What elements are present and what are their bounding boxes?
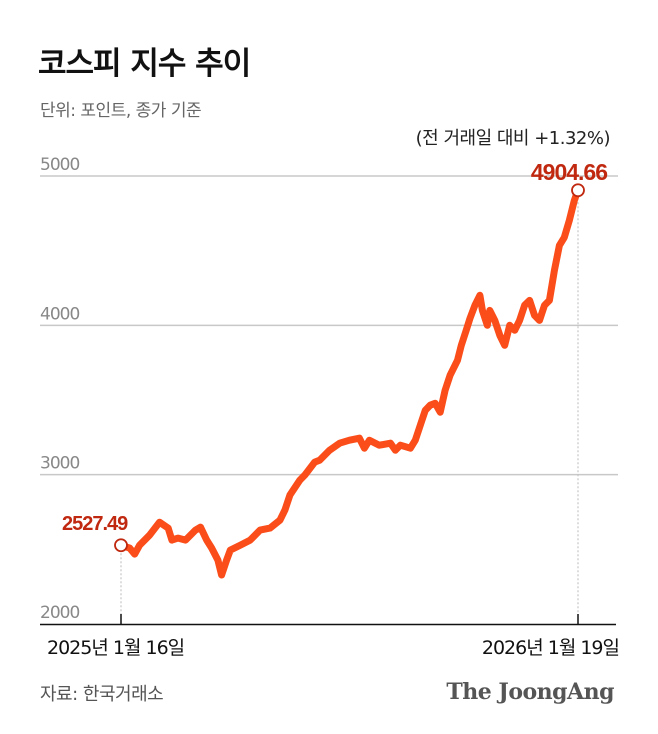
y-tick-label-5000: 5000 xyxy=(40,155,79,175)
kospi-series-line xyxy=(117,186,582,579)
source-label: 자료: 한국거래소 xyxy=(40,684,164,705)
x-tick-label-start: 2025년 1월 16일 xyxy=(47,637,184,659)
start-point-marker xyxy=(114,538,128,553)
unit-label: 단위: 포인트, 종가 기준 xyxy=(40,101,202,121)
y-tick-label-3000: 3000 xyxy=(40,454,79,474)
end-point-marker xyxy=(571,183,585,198)
y-tick-label-4000: 4000 xyxy=(40,304,79,324)
change-note: (전 거래일 대비 +1.32%) xyxy=(415,128,611,149)
end-value-label: 4904.66 xyxy=(531,159,607,185)
x-tick-label-end: 2026년 1월 19일 xyxy=(482,637,619,659)
start-value-label: 2527.49 xyxy=(62,513,128,535)
y-tick-label-2000: 2000 xyxy=(40,603,79,623)
chart-title: 코스피 지수 추이 xyxy=(38,46,251,82)
publisher-logo: The JoongAng xyxy=(446,679,614,705)
